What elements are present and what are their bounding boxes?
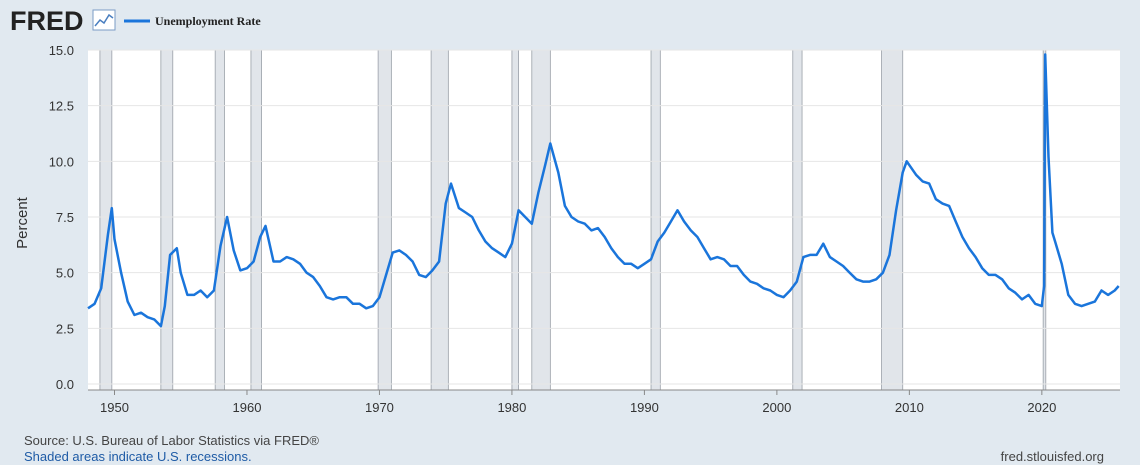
recession-band [531, 49, 551, 391]
plot-area [88, 50, 1120, 390]
y-tick-label: 15.0 [49, 43, 74, 58]
y-tick-label: 12.5 [49, 99, 74, 114]
recession-band [650, 49, 661, 391]
y-tick-label: 0.0 [56, 377, 74, 392]
legend-label: Unemployment Rate [155, 14, 261, 28]
x-tick-label: 1990 [630, 400, 659, 415]
x-tick-label: 1950 [100, 400, 129, 415]
y-tick-label: 5.0 [56, 266, 74, 281]
y-tick-label: 10.0 [49, 154, 74, 169]
recession-note: Shaded areas indicate U.S. recessions. [24, 449, 252, 464]
x-tick-label: 2000 [762, 400, 791, 415]
recession-band [881, 49, 904, 391]
x-tick-label: 1970 [365, 400, 394, 415]
x-tick-label: 1980 [497, 400, 526, 415]
y-tick-label: 2.5 [56, 321, 74, 336]
source: Source: U.S. Bureau of Labor Statistics … [24, 433, 319, 448]
y-axis-title: Percent [14, 196, 31, 249]
x-tick-label: 1960 [233, 400, 262, 415]
recession-band [430, 49, 449, 391]
recession-band [160, 49, 174, 391]
site-url: fred.stlouisfed.org [1001, 449, 1104, 464]
recession-band [377, 49, 392, 391]
logo-icon [92, 9, 116, 31]
series-line [87, 53, 1120, 328]
recession-band [250, 49, 262, 391]
y-tick-label: 7.5 [56, 210, 74, 225]
recession-band [214, 49, 225, 391]
recession-band [792, 49, 803, 391]
x-tick-label: 2020 [1027, 400, 1056, 415]
x-tick-label: 2010 [895, 400, 924, 415]
logo: FRED [10, 6, 84, 36]
